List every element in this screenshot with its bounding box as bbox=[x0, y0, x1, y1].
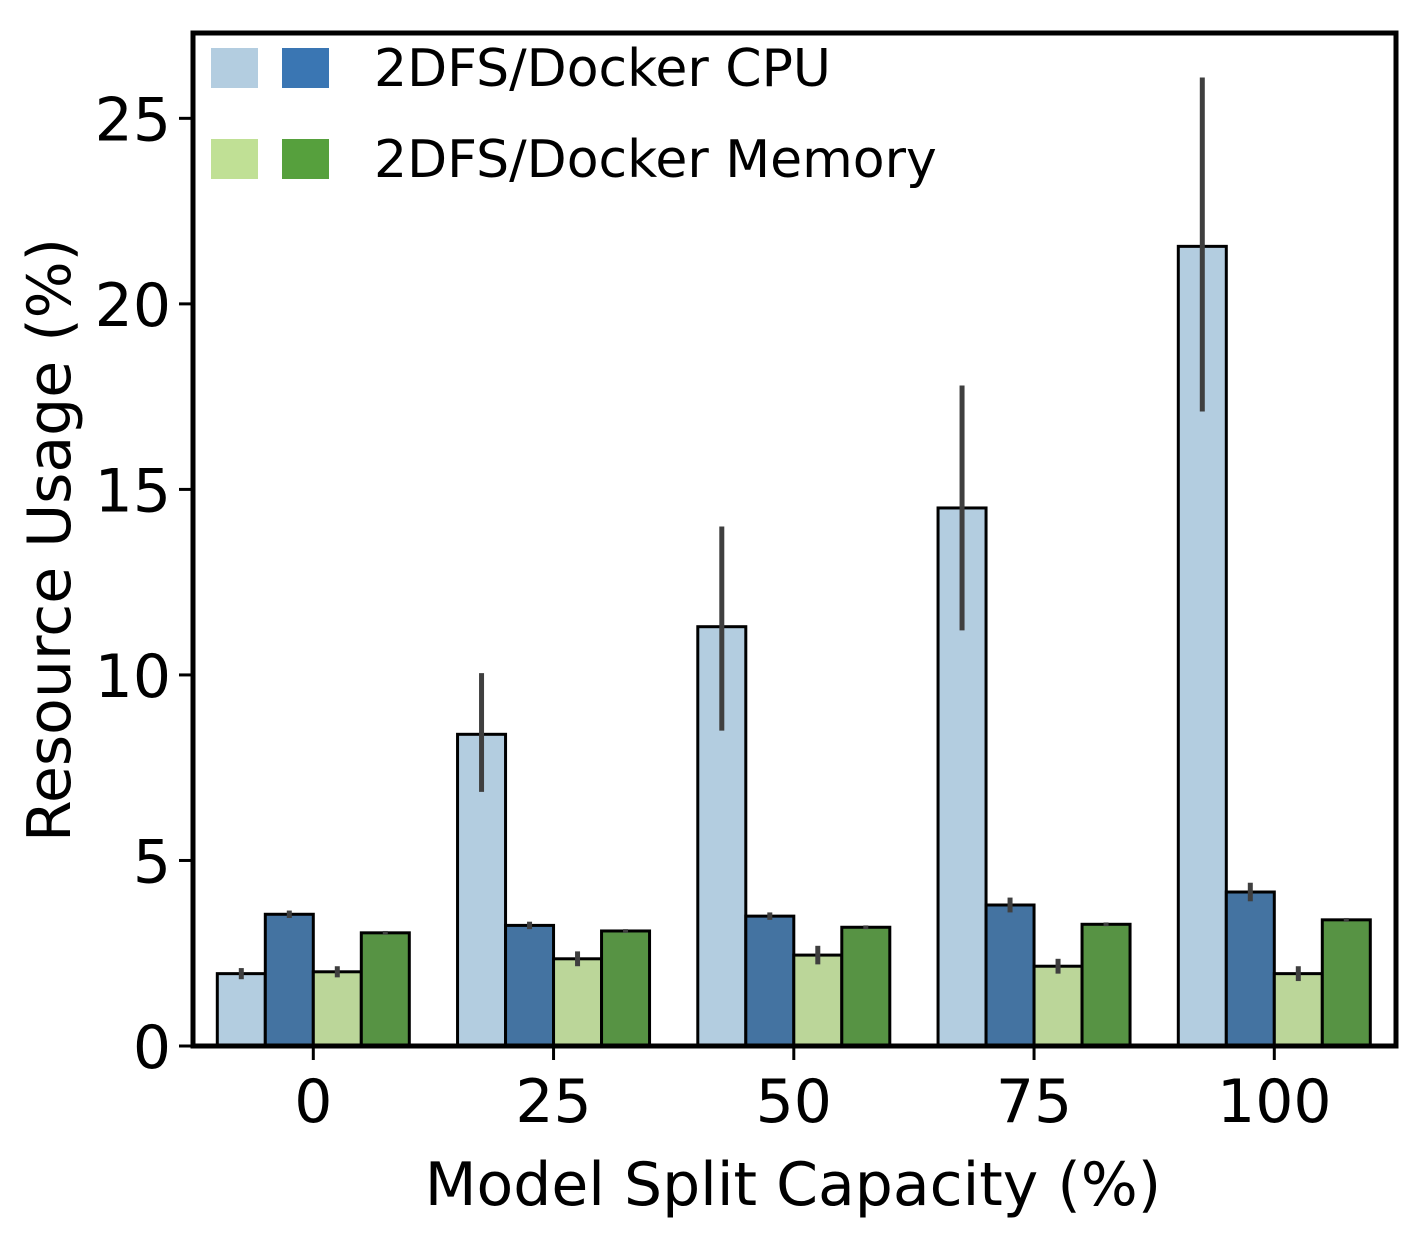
y-tick-label: 5 bbox=[133, 827, 171, 897]
bar-docker_memory-0 bbox=[359, 931, 411, 1048]
y-axis: 0 5 10 15 20 25 bbox=[95, 85, 193, 1083]
y-tick-label: 10 bbox=[95, 642, 171, 712]
bar-docker_cpu-0 bbox=[263, 912, 315, 1048]
x-axis-label: Model Split Capacity (%) bbox=[425, 1150, 1161, 1220]
bars-layer bbox=[215, 244, 1372, 1048]
bar-docker_cpu-75 bbox=[984, 903, 1036, 1048]
legend-swatch bbox=[282, 139, 329, 179]
bar-docker_memory-25 bbox=[600, 929, 652, 1048]
x-tick-label: 100 bbox=[1217, 1067, 1332, 1137]
x-tick-label: 0 bbox=[294, 1067, 332, 1137]
bar-twodfs_cpu-0 bbox=[215, 972, 267, 1048]
bar-docker_memory-100 bbox=[1320, 918, 1372, 1048]
bar-docker_cpu-100 bbox=[1224, 890, 1276, 1048]
bar-twodfs_cpu-100 bbox=[1176, 244, 1228, 1048]
bar-twodfs_memory-25 bbox=[552, 957, 604, 1048]
bar-docker_memory-75 bbox=[1080, 922, 1132, 1048]
bar-twodfs_memory-50 bbox=[792, 953, 844, 1048]
y-tick-label: 20 bbox=[95, 271, 171, 341]
bar-docker_cpu-50 bbox=[744, 914, 796, 1048]
errorbars-layer bbox=[238, 77, 1349, 982]
legend-swatch bbox=[211, 48, 258, 88]
bar-twodfs_memory-0 bbox=[311, 970, 363, 1048]
legend-label: 2DFS/Docker CPU bbox=[374, 39, 831, 99]
y-tick-label: 15 bbox=[95, 456, 171, 526]
bar-twodfs_memory-75 bbox=[1032, 964, 1084, 1048]
bar-docker_memory-50 bbox=[840, 925, 892, 1048]
y-axis-label: Resource Usage (%) bbox=[15, 238, 85, 842]
bar-docker_cpu-25 bbox=[504, 923, 556, 1048]
legend: 2DFS/Docker CPU 2DFS/Docker Memory bbox=[211, 39, 937, 190]
x-axis: 0 25 50 75 100 bbox=[294, 1046, 1332, 1137]
bar-twodfs_memory-100 bbox=[1272, 972, 1324, 1048]
legend-swatch bbox=[211, 139, 258, 179]
legend-swatch bbox=[282, 48, 329, 88]
y-tick-label: 0 bbox=[133, 1013, 171, 1083]
x-tick-label: 25 bbox=[515, 1067, 591, 1137]
legend-label: 2DFS/Docker Memory bbox=[374, 130, 937, 190]
x-tick-label: 75 bbox=[996, 1067, 1072, 1137]
y-tick-label: 25 bbox=[95, 85, 171, 155]
x-tick-label: 50 bbox=[756, 1067, 832, 1137]
